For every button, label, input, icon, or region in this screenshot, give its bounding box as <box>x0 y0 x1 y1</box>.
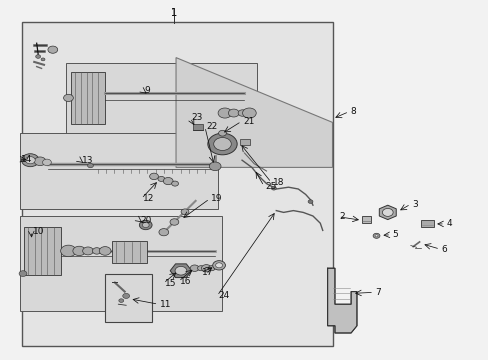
Text: 1: 1 <box>170 8 176 18</box>
Circle shape <box>190 265 199 271</box>
Bar <box>105 274 151 322</box>
Bar <box>420 220 433 227</box>
Circle shape <box>374 235 377 237</box>
Text: 9: 9 <box>144 86 150 95</box>
Circle shape <box>34 157 46 166</box>
Circle shape <box>63 94 73 102</box>
Polygon shape <box>71 72 105 124</box>
Circle shape <box>99 247 111 255</box>
Circle shape <box>149 173 158 180</box>
Bar <box>193 124 203 130</box>
Circle shape <box>142 222 149 228</box>
Circle shape <box>215 263 222 268</box>
Circle shape <box>139 220 152 230</box>
Circle shape <box>73 246 85 256</box>
Circle shape <box>48 46 58 53</box>
Text: 17: 17 <box>202 268 213 277</box>
Circle shape <box>82 247 93 255</box>
Circle shape <box>271 186 276 190</box>
Text: 2: 2 <box>339 212 345 221</box>
Text: 21: 21 <box>243 117 254 126</box>
Text: 16: 16 <box>180 277 191 286</box>
Polygon shape <box>327 268 356 333</box>
Circle shape <box>382 208 392 216</box>
Circle shape <box>181 209 188 215</box>
Polygon shape <box>20 133 217 209</box>
Circle shape <box>25 157 35 164</box>
Circle shape <box>61 245 76 257</box>
Circle shape <box>372 233 379 238</box>
Circle shape <box>212 261 225 270</box>
Text: 12: 12 <box>142 194 154 203</box>
Text: 20: 20 <box>141 216 152 225</box>
Text: 25: 25 <box>265 181 276 191</box>
Text: 14: 14 <box>20 154 32 163</box>
Text: 7: 7 <box>375 288 381 297</box>
Text: 18: 18 <box>272 178 284 187</box>
Circle shape <box>197 266 204 271</box>
Polygon shape <box>176 58 332 167</box>
Circle shape <box>41 58 45 61</box>
Circle shape <box>92 248 101 254</box>
Text: 23: 23 <box>191 113 203 122</box>
Text: 5: 5 <box>392 230 398 239</box>
Text: 4: 4 <box>446 219 451 228</box>
Circle shape <box>208 266 215 271</box>
Circle shape <box>170 219 179 225</box>
Text: 11: 11 <box>160 300 171 309</box>
Text: 3: 3 <box>411 199 417 209</box>
Circle shape <box>159 229 168 236</box>
Circle shape <box>21 154 39 167</box>
Text: 10: 10 <box>33 227 44 236</box>
Polygon shape <box>379 205 395 220</box>
Text: 15: 15 <box>164 279 176 288</box>
Text: 19: 19 <box>211 194 223 203</box>
Circle shape <box>218 130 226 136</box>
Circle shape <box>119 299 123 302</box>
Polygon shape <box>112 241 146 263</box>
Circle shape <box>209 162 221 171</box>
Circle shape <box>238 110 246 116</box>
Circle shape <box>242 108 256 118</box>
Circle shape <box>213 138 231 150</box>
Circle shape <box>19 271 27 276</box>
Text: 13: 13 <box>82 156 94 165</box>
Circle shape <box>36 55 41 58</box>
Bar <box>361 216 370 223</box>
Circle shape <box>163 177 173 185</box>
Text: 24: 24 <box>218 292 229 300</box>
Polygon shape <box>170 264 191 278</box>
Circle shape <box>158 176 164 181</box>
Circle shape <box>201 265 211 272</box>
Circle shape <box>218 108 231 118</box>
Circle shape <box>171 181 178 186</box>
Circle shape <box>122 293 129 298</box>
Circle shape <box>228 109 239 117</box>
Text: 1: 1 <box>170 8 176 18</box>
Bar <box>239 139 250 145</box>
Polygon shape <box>20 216 222 311</box>
Polygon shape <box>66 63 256 135</box>
Text: 22: 22 <box>206 122 217 131</box>
Text: 6: 6 <box>441 245 447 253</box>
Circle shape <box>207 133 237 155</box>
Circle shape <box>42 159 51 166</box>
Circle shape <box>307 200 312 203</box>
Circle shape <box>87 163 93 168</box>
Polygon shape <box>24 227 61 275</box>
Circle shape <box>175 266 186 275</box>
Bar <box>22 22 332 346</box>
Text: 8: 8 <box>350 107 356 116</box>
